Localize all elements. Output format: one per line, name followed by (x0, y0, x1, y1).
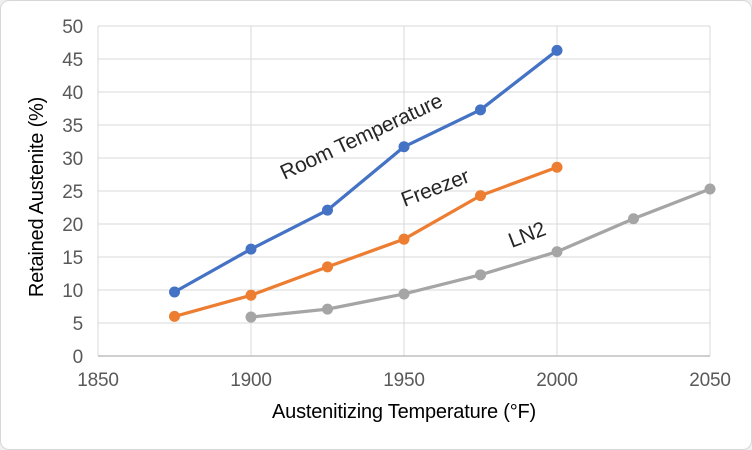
x-tick-label: 2000 (536, 370, 577, 391)
x-tick-label: 1900 (230, 370, 271, 391)
y-tick-label: 40 (62, 83, 83, 104)
y-tick-label: 0 (73, 347, 83, 368)
y-tick-label: 35 (62, 116, 83, 137)
x-tick-label: 1950 (383, 370, 424, 391)
y-tick-label: 50 (62, 17, 83, 38)
series-marker-ln2 (628, 213, 639, 225)
series-marker-room-temperature (398, 141, 410, 153)
series-marker-ln2 (398, 288, 410, 300)
y-tick-label: 25 (62, 182, 83, 203)
series-marker-ln2 (245, 311, 257, 323)
y-tick-label: 30 (62, 149, 83, 170)
series-marker-freezer (398, 233, 410, 245)
series-marker-ln2 (704, 183, 716, 195)
series-marker-room-temperature (322, 204, 333, 216)
series-label-ln2: LN2 (505, 218, 549, 253)
x-tick-label: 2050 (689, 370, 730, 391)
tick-labels-layer: 1850 1900 1950 2000 2050 0 5 10 15 20 25 30 35 40 45 50 (62, 17, 731, 391)
y-tick-label: 20 (62, 215, 83, 236)
series-marker-room-temperature (475, 104, 486, 116)
series-marker-freezer (169, 310, 180, 322)
series-marker-room-temperature (245, 243, 257, 255)
y-tick-label: 10 (62, 281, 83, 302)
series-marker-room-temperature (169, 286, 180, 298)
gridlines-layer (97, 25, 711, 357)
y-tick-label: 15 (62, 248, 83, 269)
series-line-room-temperature (172, 48, 559, 294)
series-marker-freezer (322, 261, 333, 273)
series-marker-freezer (551, 161, 563, 173)
series-marker-ln2 (551, 246, 563, 258)
y-tick-label: 5 (73, 314, 83, 335)
x-tick-label: 1850 (77, 370, 118, 391)
x-axis-title: Austenitizing Temperature (°F) (272, 401, 536, 423)
series-marker-ln2 (322, 303, 333, 315)
series-marker-ln2 (475, 269, 486, 281)
series-marker-freezer (475, 190, 486, 202)
series-line-freezer (172, 165, 559, 319)
series-marker-room-temperature (551, 44, 563, 56)
y-tick-label: 45 (62, 50, 83, 71)
series-line-ln2 (249, 187, 712, 319)
series-marker-freezer (245, 289, 257, 301)
y-axis-title: Retained Austenite (%) (26, 97, 48, 297)
